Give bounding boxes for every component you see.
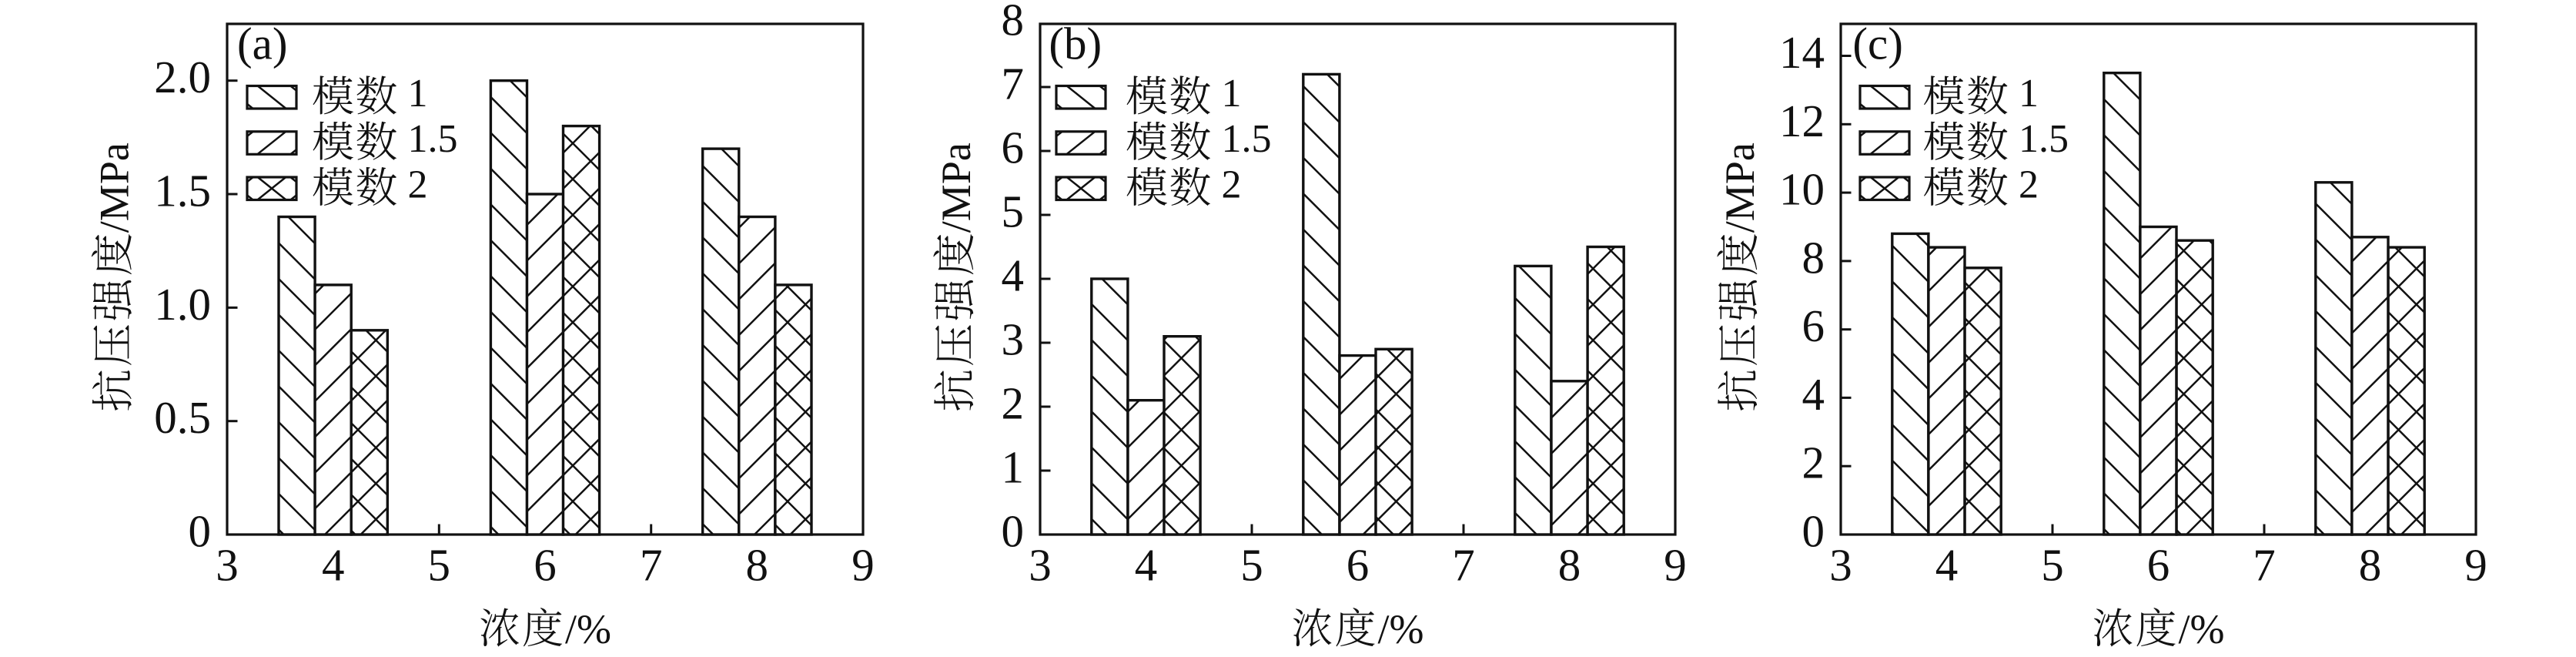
svg-text:/MPa: /MPa — [92, 142, 138, 233]
svg-text:9: 9 — [1664, 539, 1687, 590]
svg-text:7: 7 — [1002, 59, 1025, 109]
svg-text:12: 12 — [1779, 96, 1825, 146]
svg-text:2: 2 — [408, 163, 428, 206]
svg-text:5: 5 — [2041, 539, 2064, 590]
svg-text:7: 7 — [640, 539, 663, 590]
svg-text:1.0: 1.0 — [154, 279, 211, 330]
svg-text:10: 10 — [1779, 164, 1825, 215]
svg-text:8: 8 — [1558, 539, 1581, 590]
svg-text:0.5: 0.5 — [154, 392, 211, 443]
svg-text:/%: /% — [565, 606, 611, 652]
svg-text:1.5: 1.5 — [2019, 117, 2069, 161]
svg-text:14: 14 — [1779, 27, 1825, 78]
svg-text:6: 6 — [2147, 539, 2170, 590]
svg-text:/MPa: /MPa — [1717, 142, 1763, 233]
svg-text:2.0: 2.0 — [154, 52, 211, 102]
svg-text:(c): (c) — [1852, 18, 1902, 69]
svg-text:1.5: 1.5 — [408, 117, 458, 161]
svg-text:6: 6 — [1347, 539, 1370, 590]
svg-text:/%: /% — [2179, 606, 2225, 652]
svg-text:(b): (b) — [1049, 18, 1102, 69]
svg-text:1.5: 1.5 — [154, 166, 211, 216]
svg-text:1: 1 — [2019, 72, 2039, 116]
svg-text:8: 8 — [1002, 0, 1025, 45]
svg-text:4: 4 — [1002, 250, 1025, 301]
svg-text:5: 5 — [428, 539, 451, 590]
svg-text:8: 8 — [2359, 539, 2382, 590]
svg-text:1: 1 — [1002, 442, 1025, 493]
svg-text:6: 6 — [534, 539, 557, 590]
svg-text:(a): (a) — [237, 18, 287, 69]
svg-text:5: 5 — [1002, 186, 1025, 237]
svg-text:6: 6 — [1802, 300, 1825, 351]
svg-text:4: 4 — [1935, 539, 1959, 590]
svg-text:0: 0 — [1002, 506, 1025, 557]
svg-text:7: 7 — [2253, 539, 2276, 590]
svg-text:/%: /% — [1378, 606, 1424, 652]
svg-text:1: 1 — [1222, 72, 1242, 116]
svg-text:2: 2 — [1802, 437, 1825, 488]
svg-text:8: 8 — [746, 539, 769, 590]
svg-text:3: 3 — [216, 539, 239, 590]
svg-text:/MPa: /MPa — [933, 142, 979, 233]
svg-text:3: 3 — [1002, 314, 1025, 365]
svg-text:7: 7 — [1452, 539, 1475, 590]
svg-text:3: 3 — [1029, 539, 1052, 590]
svg-text:9: 9 — [851, 539, 875, 590]
svg-text:8: 8 — [1802, 232, 1825, 283]
svg-text:2: 2 — [1222, 163, 1242, 206]
svg-text:2: 2 — [1002, 378, 1025, 429]
svg-text:0: 0 — [1802, 506, 1825, 557]
svg-text:2: 2 — [2019, 163, 2039, 206]
svg-text:9: 9 — [2464, 539, 2487, 590]
svg-text:0: 0 — [189, 506, 212, 557]
svg-text:4: 4 — [1802, 369, 1825, 420]
svg-text:5: 5 — [1240, 539, 1263, 590]
svg-text:4: 4 — [1135, 539, 1158, 590]
svg-text:4: 4 — [322, 539, 345, 590]
svg-text:3: 3 — [1829, 539, 1852, 590]
svg-text:1.5: 1.5 — [1222, 117, 1272, 161]
svg-text:6: 6 — [1002, 122, 1025, 173]
svg-text:1: 1 — [408, 72, 428, 116]
